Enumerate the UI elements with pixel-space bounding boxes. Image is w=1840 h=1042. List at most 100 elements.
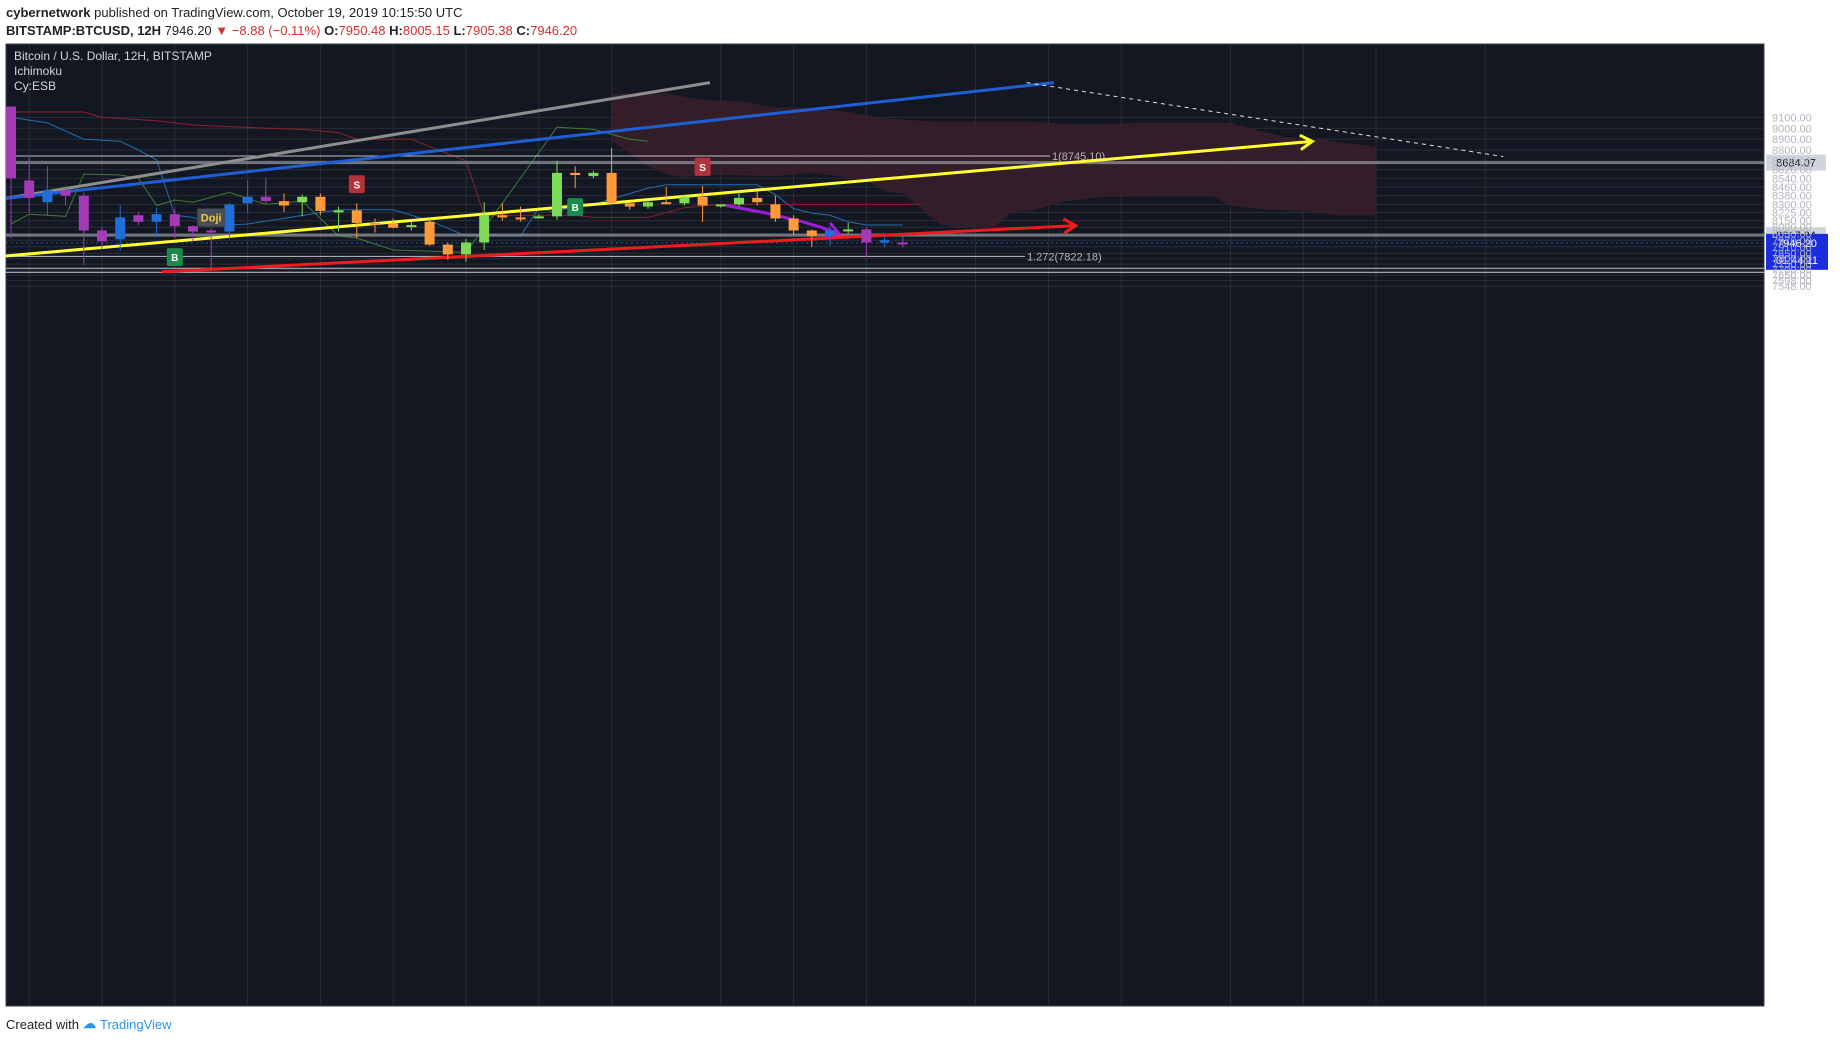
candle-body (224, 204, 235, 232)
signal-marker-label: S (699, 163, 706, 174)
blue-trend-line (5, 81, 1055, 200)
y-tick-label: 8460.00 (1772, 182, 1812, 194)
last-price: 7946.20 (164, 23, 212, 38)
candle-body (461, 242, 471, 255)
candle-body (770, 204, 781, 219)
candle-body (879, 240, 890, 243)
doji-label: Doji (201, 213, 222, 225)
signal-marker (166, 248, 183, 267)
open-value: 7950.48 (338, 23, 386, 38)
countdown-label: 01:44:11 (1776, 255, 1818, 267)
candle-body (588, 172, 599, 177)
y-tick-label: 8800.00 (1772, 145, 1812, 157)
candle-body (661, 202, 672, 205)
yellow-arrow-head (1299, 133, 1316, 151)
yellow-trend-line (5, 139, 1313, 258)
candle-body (151, 214, 162, 222)
y-tick-label: 8620.00 (1772, 165, 1812, 177)
low-value: 7905.38 (465, 23, 513, 38)
signal-marker (567, 198, 584, 217)
gray-trend-line (5, 81, 711, 200)
candle-body (169, 214, 180, 227)
level-price-label: 8684.07 (1776, 158, 1816, 170)
chart-header: cybernetwork published on TradingView.co… (6, 4, 577, 40)
tradingview-logo-icon: ☁ (82, 1016, 96, 1031)
red-trend-line (161, 224, 1076, 274)
candle-body (606, 172, 617, 204)
candle-body (406, 225, 417, 228)
close-value: 7946.20 (530, 23, 578, 38)
red-arrow-head (1062, 217, 1079, 235)
candle-body (351, 210, 362, 223)
candle-body (515, 217, 526, 220)
candle-body (479, 215, 490, 243)
candle-body (260, 196, 271, 202)
candle-body (497, 215, 508, 218)
candle-body (624, 203, 635, 207)
candle-body (388, 223, 399, 228)
candle-body (315, 196, 326, 211)
candle-body (42, 190, 53, 203)
candle-body (206, 230, 217, 233)
legend-title: Bitcoin / U.S. Dollar, 12H, BITSTAMP (14, 49, 212, 63)
candle-body (697, 196, 708, 206)
current-price-label: 7946.20 (1777, 238, 1817, 250)
candle-body (188, 226, 198, 232)
candle-body (843, 229, 854, 232)
legend: Bitcoin / U.S. Dollar, 12H, BITSTAMP Ich… (14, 49, 212, 93)
candle-body (679, 196, 690, 204)
y-axis[interactable]: 9100.009000.008900.008800.008700.008620.… (1772, 112, 1812, 293)
legend-ichimoku: Ichimoku (14, 64, 62, 78)
y-tick-label: 8090.00 (1772, 222, 1812, 234)
price-chart[interactable]: 1(8745.10)8684.078017.341.272(7822.18)79… (0, 42, 1840, 1014)
candle-body (734, 197, 744, 205)
y-tick-label: 9100.00 (1772, 112, 1812, 124)
author-name[interactable]: cybernetwork (6, 5, 91, 20)
publish-info: published on TradingView.com, October 19… (94, 5, 463, 20)
current-price-tag (1766, 233, 1828, 270)
signal-marker (694, 157, 711, 176)
candle-body (24, 180, 35, 198)
level-price-tag (1766, 154, 1826, 171)
candle-body (424, 221, 435, 245)
signal-markers: B S B S Doji (166, 157, 711, 267)
candle-body (788, 218, 799, 231)
y-tick-label: 7548.00 (1772, 281, 1812, 293)
candle-body (115, 217, 126, 240)
y-tick-label: 7850.00 (1772, 248, 1812, 260)
created-with: Created with (6, 1016, 79, 1032)
candle-body (297, 196, 308, 203)
y-tick-label: 7750.00 (1772, 259, 1812, 271)
footer: Created with ☁ TradingView (6, 1016, 172, 1032)
signal-marker-label: B (572, 203, 579, 214)
y-tick-label: 8700.00 (1772, 156, 1812, 168)
dashed-resistance-line (1026, 82, 1504, 158)
candle-body (78, 195, 89, 231)
candle-body (6, 106, 16, 179)
close-label: C: (516, 23, 531, 38)
y-tick-label: 8900.00 (1772, 134, 1812, 146)
price-change: ▼ −8.88 (−0.11%) (215, 23, 321, 38)
fib-level-label: 1.272(7822.18) (1027, 251, 1102, 263)
candle-body (60, 190, 71, 196)
candles (6, 106, 908, 268)
purple-path (725, 204, 840, 236)
legend-esb: Cy:ESB (14, 79, 56, 93)
y-tick-label: 7598.00 (1772, 276, 1812, 288)
ichimoku-cloud (611, 93, 1376, 228)
candle-body (643, 202, 653, 207)
y-tick-label: 7970.00 (1772, 235, 1812, 247)
open-label: O: (324, 23, 339, 38)
y-tick-label: 8225.00 (1772, 208, 1812, 220)
trend-lines (5, 81, 1504, 274)
candle-body (533, 216, 544, 219)
y-tick-label: 7910.00 (1772, 242, 1812, 254)
candle-body (279, 201, 289, 206)
y-tick-label: 9000.00 (1772, 123, 1812, 135)
tradingview-link[interactable]: TradingView (99, 1016, 172, 1032)
candle-body (552, 172, 562, 217)
y-tick-label: 8030.00 (1772, 229, 1812, 241)
candle-body (570, 172, 581, 176)
low-label: L: (453, 23, 466, 38)
symbol-label: BITSTAMP:BTCUSD, 12H (6, 23, 162, 38)
